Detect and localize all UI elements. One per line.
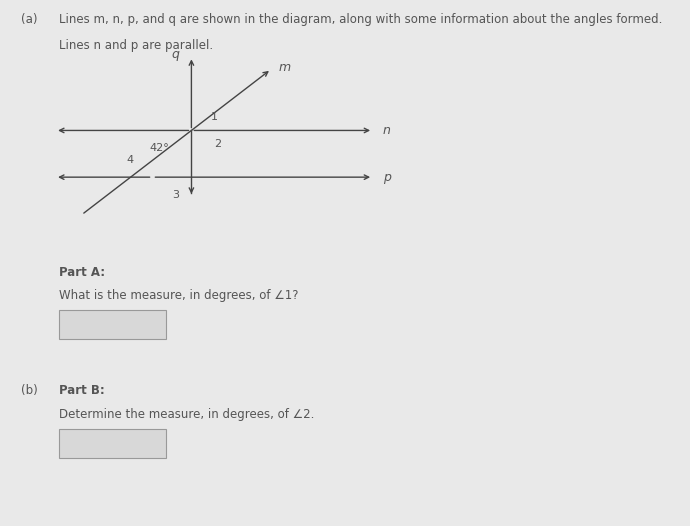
Text: m: m [278, 60, 290, 74]
Text: What is the measure, in degrees, of ∠1?: What is the measure, in degrees, of ∠1? [59, 289, 298, 302]
Text: Lines m, n, p, and q are shown in the diagram, along with some information about: Lines m, n, p, and q are shown in the di… [59, 13, 662, 26]
Text: Determine the measure, in degrees, of ∠2.: Determine the measure, in degrees, of ∠2… [59, 408, 314, 421]
Text: 1: 1 [210, 112, 217, 122]
Text: n: n [383, 124, 391, 137]
Text: q: q [171, 48, 179, 61]
Text: Lines n and p are parallel.: Lines n and p are parallel. [59, 39, 213, 53]
Text: 2: 2 [214, 139, 221, 149]
Text: 4: 4 [126, 155, 133, 165]
Text: 42°: 42° [149, 143, 169, 153]
Text: (b): (b) [21, 384, 37, 397]
Text: (a): (a) [21, 13, 37, 26]
FancyBboxPatch shape [59, 429, 166, 458]
FancyBboxPatch shape [59, 310, 166, 339]
Text: p: p [383, 170, 391, 184]
Text: 3: 3 [172, 190, 179, 200]
Text: Part B:: Part B: [59, 384, 104, 397]
Text: Part A:: Part A: [59, 266, 105, 279]
